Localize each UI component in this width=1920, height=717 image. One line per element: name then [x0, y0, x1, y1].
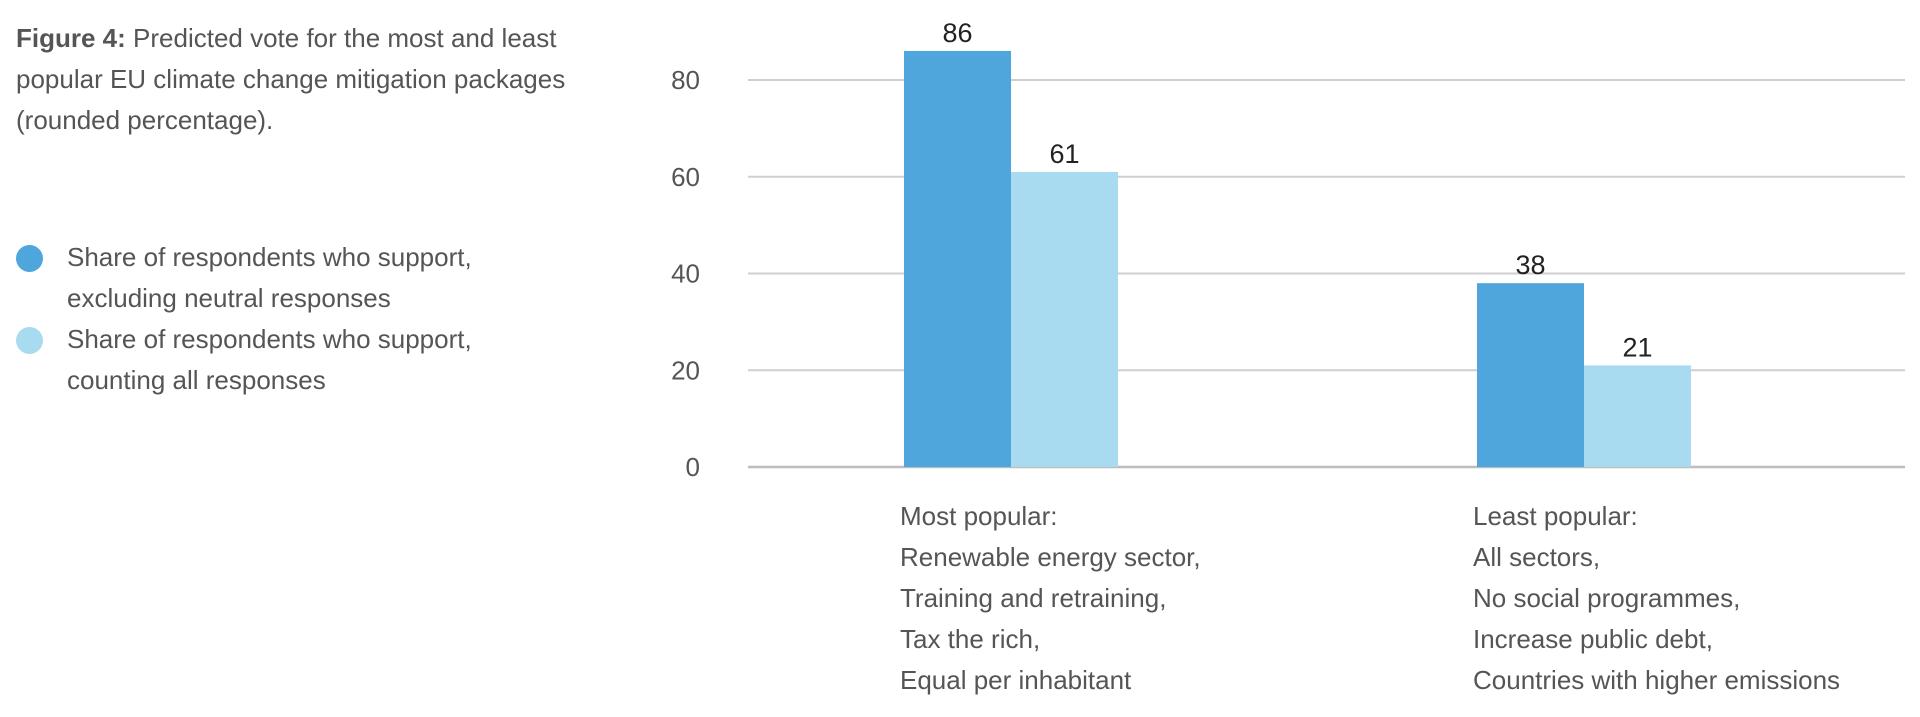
- category-label-line: Tax the rich,: [900, 624, 1041, 654]
- legend-label-line: Share of respondents who support,: [67, 324, 472, 354]
- category-label-line: Training and retraining,: [900, 583, 1167, 613]
- y-tick-label: 80: [671, 65, 700, 95]
- data-label: 86: [942, 18, 972, 48]
- bar: [1584, 365, 1691, 467]
- category-label-line: Least popular:: [1473, 501, 1638, 531]
- legend: Share of respondents who support, exclud…: [16, 237, 536, 401]
- bar: [1011, 171, 1118, 467]
- category-label-line: Countries with higher emissions: [1473, 665, 1841, 695]
- legend-swatch-dark-blue: [16, 245, 43, 272]
- figure-title: Predicted vote for the most and least po…: [16, 23, 566, 135]
- y-tick-label: 20: [671, 355, 700, 385]
- legend-label-line: counting all responses: [67, 365, 326, 395]
- figure-label: Figure 4:: [16, 23, 126, 53]
- bar: [1477, 283, 1584, 467]
- legend-label-line: Share of respondents who support,: [67, 242, 472, 272]
- legend-label-line: excluding neutral responses: [67, 283, 391, 313]
- category-label-line: All sectors,: [1473, 542, 1601, 572]
- legend-item-excluding-neutral: Share of respondents who support, exclud…: [16, 237, 536, 319]
- category-label-line: Renewable energy sector,: [900, 542, 1201, 572]
- data-label: 38: [1515, 250, 1545, 280]
- category-label-most-popular: Most popular: Renewable energy sector, T…: [900, 496, 1201, 701]
- y-tick-label: 40: [671, 259, 700, 289]
- legend-item-all-responses: Share of respondents who support, counti…: [16, 319, 536, 401]
- data-label: 21: [1622, 332, 1652, 362]
- y-tick-label: 0: [686, 452, 700, 482]
- bar: [904, 50, 1011, 467]
- legend-swatch-light-blue: [16, 327, 43, 354]
- category-label-line: No social programmes,: [1473, 583, 1741, 613]
- y-tick-label: 60: [671, 162, 700, 192]
- data-label: 61: [1049, 139, 1079, 169]
- category-label-least-popular: Least popular: All sectors, No social pr…: [1473, 496, 1840, 701]
- category-label-line: Increase public debt,: [1473, 624, 1713, 654]
- figure-caption: Figure 4: Predicted vote for the most an…: [16, 18, 596, 141]
- category-label-line: Most popular:: [900, 501, 1058, 531]
- category-label-line: Equal per inhabitant: [900, 665, 1132, 695]
